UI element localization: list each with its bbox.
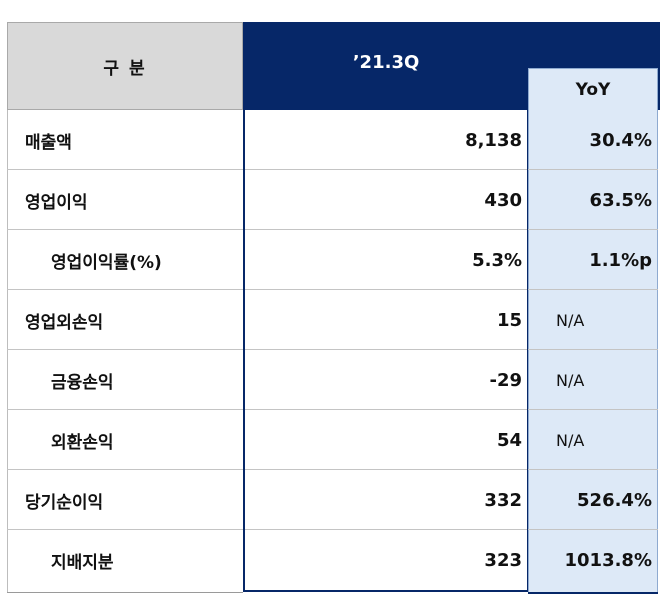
row-label: 영업이익: [25, 192, 88, 213]
row-value: 15: [496, 309, 522, 331]
table-row: 외환손익 54 N/A: [7, 410, 660, 470]
yoy-bottom-border: [528, 592, 658, 594]
row-yoy: 63.5%: [589, 189, 652, 211]
table-row: 당기순이익 332 526.4%: [7, 470, 660, 530]
table-row: 영업외손익 15 N/A: [7, 290, 660, 350]
row-value: 430: [484, 189, 522, 211]
row-divider: [7, 169, 658, 170]
row-yoy: 30.4%: [589, 129, 652, 151]
row-divider: [7, 469, 658, 470]
yoy-column-background: [528, 110, 658, 592]
row-yoy: N/A: [556, 310, 585, 330]
row-label: 영업이익률(%): [51, 252, 162, 273]
row-value: 5.3%: [472, 249, 522, 271]
row-value: 323: [484, 549, 522, 571]
header-period-block: ’21.3Q: [243, 22, 660, 110]
header-category: 구 분: [7, 22, 243, 110]
row-yoy: 1.1%p: [589, 249, 652, 271]
row-value: 8,138: [465, 129, 522, 151]
table-row: 매출액 8,138 30.4%: [7, 110, 660, 170]
row-label: 지배지분: [51, 552, 114, 573]
table-bottom-border: [7, 592, 243, 593]
row-divider: [7, 409, 658, 410]
row-divider: [7, 529, 658, 530]
header-yoy: YoY: [528, 68, 658, 110]
row-divider: [7, 349, 658, 350]
table-body: 매출액 8,138 30.4% 영업이익 430 63.5% 영업이익률(%) …: [7, 110, 660, 594]
row-value: -29: [489, 369, 522, 391]
header-period: ’21.3Q: [352, 51, 420, 73]
financial-summary-table: 구 분 ’21.3Q YoY 매출액 8,138 30.4% 영업이익 430 …: [7, 22, 660, 594]
row-yoy: 526.4%: [577, 489, 652, 511]
row-label: 외환손익: [51, 432, 114, 453]
row-label: 금융손익: [51, 372, 114, 393]
row-label: 매출액: [25, 132, 72, 153]
row-label: 당기순이익: [25, 492, 104, 513]
row-value: 332: [484, 489, 522, 511]
period-column-frame: [243, 110, 528, 592]
row-divider: [7, 289, 658, 290]
table-left-border: [7, 110, 8, 593]
row-yoy: 1013.8%: [564, 549, 653, 571]
table-row: 영업이익률(%) 5.3% 1.1%p: [7, 230, 660, 290]
row-label: 영업외손익: [25, 312, 104, 333]
table-row: 지배지분 323 1013.8%: [7, 530, 660, 590]
table-row: 금융손익 -29 N/A: [7, 350, 660, 410]
row-yoy: N/A: [556, 430, 585, 450]
table-row: 영업이익 430 63.5%: [7, 170, 660, 230]
row-yoy: N/A: [556, 370, 585, 390]
row-divider: [7, 229, 658, 230]
row-value: 54: [496, 429, 522, 451]
